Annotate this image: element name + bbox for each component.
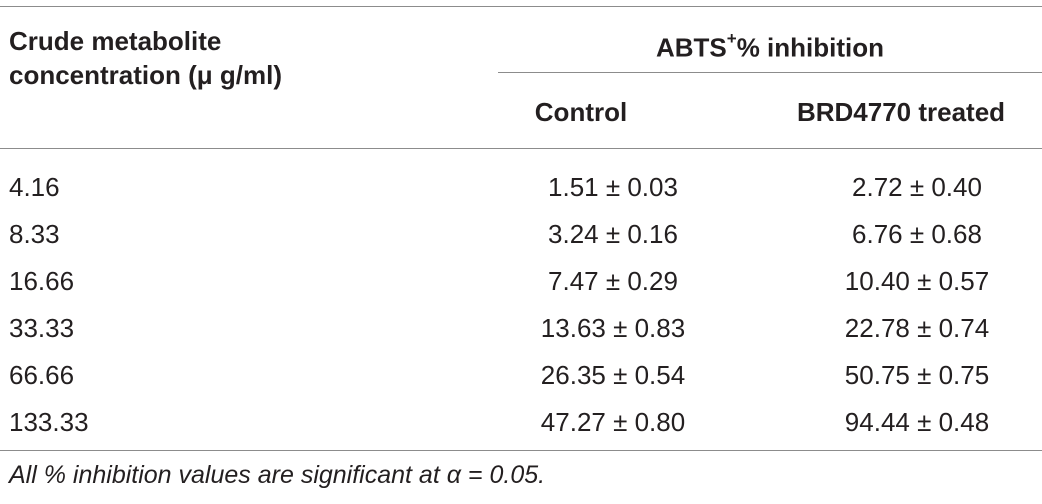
- cell-control: 3.24 ± 0.16: [548, 219, 678, 249]
- table-row: 4.16 1.51 ± 0.03 2.72 ± 0.40: [0, 170, 1042, 218]
- column-header-concentration: Crude metabolite concentration (μ g/ml): [9, 24, 429, 92]
- column-group-header: ABTS+% inhibition: [498, 25, 1042, 65]
- group-header-superscript: +: [726, 29, 737, 48]
- cell-treated: 50.75 ± 0.75: [844, 360, 990, 390]
- cell-control: 47.27 ± 0.80: [540, 407, 686, 437]
- cell-control: 26.35 ± 0.54: [540, 360, 686, 390]
- cell-treated: 22.78 ± 0.74: [844, 313, 990, 343]
- header-line-2: concentration (μ g/ml): [9, 60, 283, 90]
- cell-control: 1.51 ± 0.03: [548, 172, 678, 202]
- group-header-rule: [498, 72, 1042, 73]
- table-footnote: All % inhibition values are significant …: [9, 461, 546, 489]
- table-bottom-rule: [0, 450, 1042, 451]
- cell-control: 13.63 ± 0.83: [540, 313, 686, 343]
- table-row: 133.33 47.27 ± 0.80 94.44 ± 0.48: [0, 405, 1042, 453]
- table-row: 33.33 13.63 ± 0.83 22.78 ± 0.74: [0, 311, 1042, 359]
- table-top-rule: [0, 6, 1042, 7]
- header-bottom-rule: [0, 148, 1042, 149]
- cell-concentration: 33.33: [9, 313, 75, 343]
- table-row: 8.33 3.24 ± 0.16 6.76 ± 0.68: [0, 217, 1042, 265]
- cell-concentration: 66.66: [9, 360, 75, 390]
- group-header-prefix: ABTS: [655, 32, 727, 63]
- table-row: 66.66 26.35 ± 0.54 50.75 ± 0.75: [0, 358, 1042, 406]
- table-row: 16.66 7.47 ± 0.29 10.40 ± 0.57: [0, 264, 1042, 312]
- cell-treated: 94.44 ± 0.48: [844, 407, 990, 437]
- cell-treated: 10.40 ± 0.57: [844, 266, 990, 296]
- cell-concentration: 133.33: [9, 407, 89, 437]
- column-header-control: Control: [534, 97, 628, 127]
- cell-control: 7.47 ± 0.29: [548, 266, 678, 296]
- cell-treated: 6.76 ± 0.68: [852, 219, 982, 249]
- cell-concentration: 4.16: [9, 172, 60, 202]
- cell-concentration: 8.33: [9, 219, 60, 249]
- header-line-1: Crude metabolite: [9, 26, 222, 56]
- cell-concentration: 16.66: [9, 266, 75, 296]
- cell-treated: 2.72 ± 0.40: [852, 172, 982, 202]
- column-header-treated: BRD4770 treated: [796, 97, 1006, 127]
- group-header-suffix: % inhibition: [736, 32, 885, 63]
